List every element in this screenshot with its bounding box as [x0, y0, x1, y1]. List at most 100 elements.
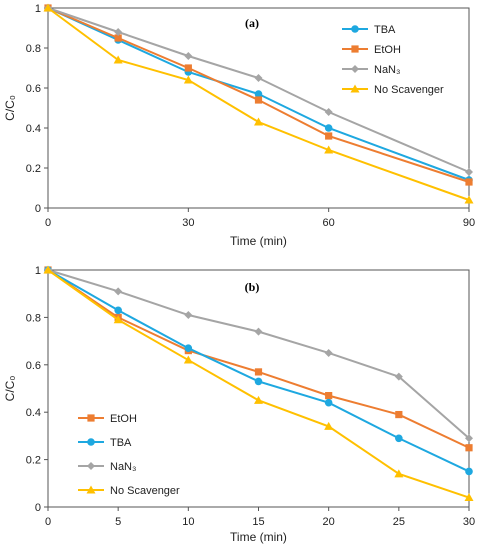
x-tick-label: 0: [45, 516, 51, 528]
data-point: [324, 421, 334, 430]
y-tick-label: 1: [35, 265, 41, 277]
data-point: [254, 327, 263, 336]
data-point: [113, 55, 123, 64]
data-point: [325, 132, 333, 140]
series-line: [47, 7, 470, 201]
data-point: [464, 493, 474, 502]
data-point: [324, 398, 333, 407]
y-tick-label: 0.6: [26, 360, 41, 372]
data-point: [43, 265, 53, 274]
x-tick-label: 10: [182, 516, 194, 528]
x-tick-label: 0: [45, 217, 51, 229]
y-tick-label: 0.2: [26, 163, 41, 175]
data-point: [465, 178, 473, 186]
data-point: [183, 75, 193, 84]
data-point: [324, 348, 333, 357]
x-tick-label: 25: [393, 516, 405, 528]
legend-swatch-marker: [350, 84, 360, 93]
series-no-scavenger: [43, 3, 474, 204]
data-point: [184, 52, 193, 60]
data-point: [325, 392, 333, 400]
data-point: [254, 96, 263, 104]
x-axis-label: Time (min): [230, 234, 287, 248]
data-point: [43, 3, 53, 12]
y-tick-label: 0: [35, 502, 41, 514]
data-point: [465, 168, 473, 176]
y-tick-label: 0.8: [26, 312, 41, 324]
data-point: [394, 372, 403, 381]
plot-frame: [47, 7, 470, 209]
data-point: [254, 90, 263, 98]
series-no-scavenger: [43, 265, 474, 502]
y-tick-label: 0.8: [26, 43, 41, 55]
data-point: [324, 145, 334, 154]
x-tick-label: 5: [115, 516, 121, 528]
data-point: [395, 434, 403, 443]
legend-label: No Scavenger: [374, 84, 444, 96]
x-tick-label: 30: [463, 516, 475, 528]
legend-label: EtOH: [374, 44, 401, 56]
data-point: [254, 117, 263, 126]
data-point: [465, 444, 473, 452]
y-axis-label: C/C₀: [3, 95, 17, 121]
legend-swatch-marker: [87, 438, 95, 446]
y-tick-label: 0: [35, 203, 41, 215]
y-axis-label: C/C₀: [3, 376, 17, 402]
y-tick-label: 1: [35, 3, 41, 15]
data-point: [114, 287, 123, 296]
legend-swatch-marker: [87, 414, 95, 422]
y-tick-label: 0.4: [26, 407, 41, 419]
data-point: [254, 377, 263, 386]
legend-label: NaN₃: [110, 461, 137, 473]
data-point: [183, 355, 193, 364]
data-point: [114, 28, 123, 36]
legend-label: TBA: [110, 437, 132, 449]
legend-label: NaN₃: [374, 64, 401, 76]
series-nan-: [44, 4, 473, 176]
data-point: [113, 315, 123, 324]
y-tick-label: 0.4: [26, 123, 41, 135]
data-point: [184, 344, 193, 353]
legend-swatch-marker: [351, 65, 359, 73]
legend-swatch-marker: [351, 45, 359, 53]
data-point: [114, 306, 122, 315]
chart-panel-a: 0 0.2 0.4 0.6 0.8 1 0 30 60 90 Time (min) C/C₀ (a) TB…: [3, 3, 475, 248]
series-tba: [44, 266, 473, 476]
data-point: [464, 195, 474, 204]
legend-swatch-marker: [86, 485, 96, 494]
x-tick-label: 20: [323, 516, 335, 528]
data-point: [184, 311, 193, 320]
legend: TBA EtOH NaN₃ No Scavenger: [342, 24, 444, 96]
panel-title: (b): [245, 280, 260, 294]
data-point: [254, 368, 263, 376]
data-point: [465, 467, 473, 476]
x-tick-label: 15: [252, 516, 264, 528]
legend: EtOH TBA NaN₃ No Scavenger: [78, 413, 180, 497]
y-tick-label: 0.2: [26, 455, 41, 467]
legend-label: No Scavenger: [110, 485, 180, 497]
data-point: [254, 74, 263, 82]
panel-title: (a): [245, 16, 259, 30]
legend-swatch-marker: [351, 25, 359, 33]
data-point: [254, 395, 263, 404]
data-point: [394, 469, 404, 478]
data-point: [324, 108, 333, 116]
data-point: [114, 34, 122, 42]
x-tick-label: 90: [463, 217, 475, 229]
legend-label: TBA: [374, 24, 396, 36]
series-line: [47, 7, 470, 183]
x-tick-label: 60: [323, 217, 335, 229]
data-point: [465, 434, 473, 443]
data-point: [324, 124, 333, 132]
legend-swatch-marker: [87, 462, 95, 470]
data-point: [395, 410, 403, 419]
series-line: [47, 7, 470, 173]
data-point: [184, 64, 192, 72]
y-tick-label: 0.6: [26, 83, 41, 95]
x-tick-label: 30: [182, 217, 194, 229]
x-axis-label: Time (min): [230, 530, 287, 544]
series-nan-: [44, 266, 473, 443]
legend-label: EtOH: [110, 413, 137, 425]
